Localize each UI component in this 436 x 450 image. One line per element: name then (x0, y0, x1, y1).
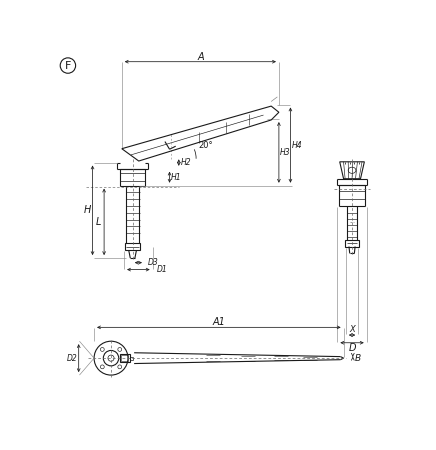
Text: D3: D3 (148, 258, 159, 267)
Text: L: L (96, 217, 102, 227)
Text: A1: A1 (212, 317, 225, 327)
Text: H: H (83, 205, 91, 215)
Text: H4: H4 (292, 140, 303, 149)
Text: D1: D1 (157, 265, 167, 274)
Text: D: D (348, 343, 356, 353)
Text: A: A (197, 52, 204, 62)
Text: B: B (355, 354, 361, 363)
Text: H2: H2 (181, 158, 191, 167)
Bar (125, 243, 140, 250)
Text: H3: H3 (280, 148, 290, 157)
Text: 20°: 20° (198, 141, 213, 150)
Text: X: X (349, 325, 355, 334)
Text: D2: D2 (66, 354, 77, 363)
Text: F: F (65, 61, 71, 71)
Text: H1: H1 (171, 173, 182, 182)
Bar (121, 356, 128, 361)
Bar (345, 239, 359, 247)
Bar (119, 354, 129, 362)
